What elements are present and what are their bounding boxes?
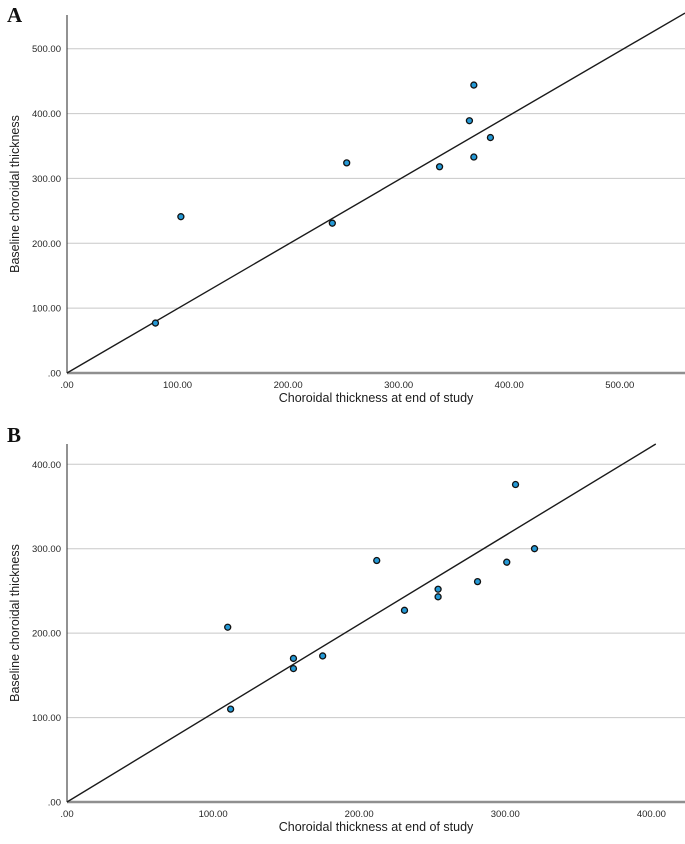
y-tick-label: 200.00: [32, 239, 61, 250]
data-point: [470, 81, 478, 89]
data-point: [151, 319, 160, 327]
panel-a-scatter-plot: .00 100.00 200.00 300.00 400.00 500.00 .00 100.…: [32, 12, 685, 391]
x-tick-label: 400.00: [637, 809, 666, 820]
panel-a-x-axis-title: Choroidal thickness at end of study: [278, 391, 474, 405]
data-point: [224, 623, 232, 631]
panel-b-label: B: [7, 423, 22, 447]
data-point: [319, 652, 327, 660]
x-tick-label: 200.00: [345, 809, 374, 820]
x-tick-label: 300.00: [491, 809, 520, 820]
data-point: [473, 577, 482, 586]
data-point: [328, 219, 336, 227]
x-tick-label: 100.00: [199, 809, 228, 820]
y-tick-label: 100.00: [32, 304, 61, 315]
y-tick-label: 300.00: [32, 544, 61, 555]
x-tick-label: 300.00: [384, 380, 413, 391]
data-point: [486, 133, 495, 142]
y-tick-label: 500.00: [32, 44, 61, 55]
data-point: [470, 153, 478, 161]
data-point: [177, 213, 185, 221]
y-tick-label: .00: [48, 798, 61, 809]
y-tick-label: 300.00: [32, 174, 61, 185]
y-tick-label: 100.00: [32, 713, 61, 724]
data-point: [226, 705, 235, 713]
x-tick-label: 100.00: [163, 380, 192, 391]
data-point: [400, 606, 409, 614]
data-point: [373, 556, 381, 565]
data-point: [289, 664, 298, 673]
data-point: [511, 480, 520, 489]
panel-b-scatter-plot: .00 100.00 200.00 300.00 400.00 .00 100.00 200.…: [32, 443, 685, 820]
identity-line: [66, 443, 657, 803]
data-point: [530, 545, 539, 553]
y-tick-label: 200.00: [32, 629, 61, 640]
data-point: [434, 593, 442, 601]
data-point: [434, 585, 442, 593]
data-point: [343, 159, 351, 167]
panel-b-x-axis-title: Choroidal thickness at end of study: [278, 820, 474, 834]
x-tick-label: 200.00: [274, 380, 303, 391]
data-point: [289, 654, 298, 663]
x-tick-label: .00: [60, 809, 73, 820]
panel-a-label: A: [7, 3, 23, 27]
y-tick-label: 400.00: [32, 460, 61, 471]
y-tick-label: .00: [48, 369, 61, 380]
y-tick-label: 400.00: [32, 109, 61, 120]
x-tick-label: 400.00: [495, 380, 524, 391]
data-point: [503, 558, 511, 566]
data-point: [465, 117, 474, 125]
x-tick-label: .00: [60, 380, 73, 391]
identity-line: [66, 12, 685, 374]
data-point: [435, 163, 444, 171]
x-tick-label: 500.00: [605, 380, 634, 391]
